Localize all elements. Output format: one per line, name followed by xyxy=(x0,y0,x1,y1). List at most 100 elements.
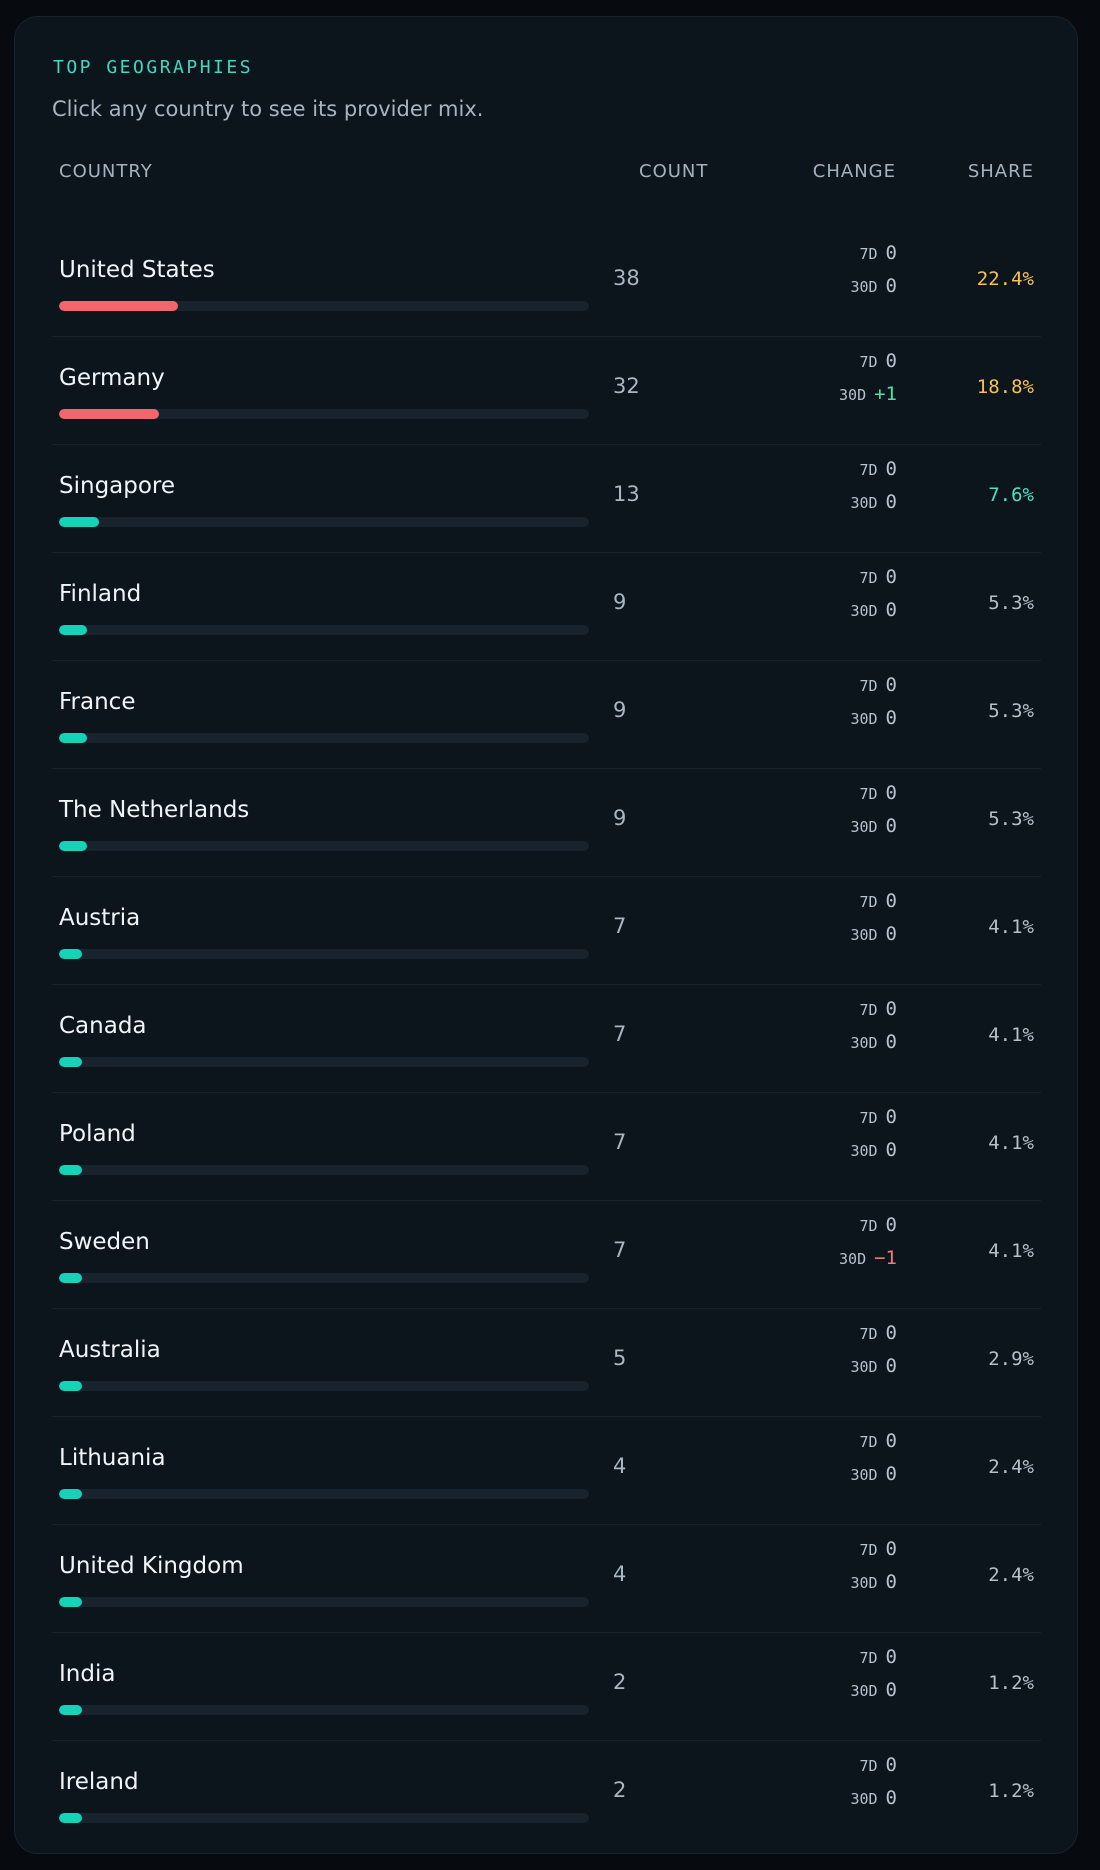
share-bar-fill xyxy=(59,1597,83,1607)
change-7d-label: 7D xyxy=(859,893,878,911)
change-7d-value: 0 xyxy=(885,1214,897,1236)
change-7d-label: 7D xyxy=(859,1217,878,1235)
share-bar-track xyxy=(59,1165,589,1175)
share-bar-fill xyxy=(59,301,178,311)
change-30d: 30D 0 xyxy=(850,1675,897,1705)
change-7d-value: 0 xyxy=(885,1646,897,1668)
country-share: 4.1% xyxy=(988,916,1034,938)
country-row[interactable]: United Kingdom 4 7D 0 30D 0 2.4% xyxy=(52,1525,1041,1633)
share-bar-fill xyxy=(59,517,100,527)
country-share: 2.4% xyxy=(988,1564,1034,1586)
country-share: 5.3% xyxy=(988,700,1034,722)
share-bar-fill xyxy=(59,1489,83,1499)
change-7d: 7D 0 xyxy=(859,1210,897,1240)
change-7d-label: 7D xyxy=(859,461,878,479)
change-30d: 30D 0 xyxy=(850,1351,897,1381)
change-30d-value: 0 xyxy=(885,275,897,297)
share-bar-track xyxy=(59,301,589,311)
country-row[interactable]: Sweden 7 7D 0 30D −1 4.1% xyxy=(52,1201,1041,1309)
country-count: 7 xyxy=(613,1022,627,1046)
country-row[interactable]: Australia 5 7D 0 30D 0 2.9% xyxy=(52,1309,1041,1417)
country-row[interactable]: Poland 7 7D 0 30D 0 4.1% xyxy=(52,1093,1041,1201)
change-7d-value: 0 xyxy=(885,242,897,264)
change-30d: 30D 0 xyxy=(850,1459,897,1489)
country-row[interactable]: Singapore 13 7D 0 30D 0 7.6% xyxy=(52,445,1041,553)
column-header-count: COUNT xyxy=(639,161,709,182)
column-header-share: SHARE xyxy=(967,161,1034,182)
country-row[interactable]: Austria 7 7D 0 30D 0 4.1% xyxy=(52,877,1041,985)
change-7d: 7D 0 xyxy=(859,346,897,376)
change-30d-label: 30D xyxy=(839,1250,867,1268)
change-30d-value: 0 xyxy=(885,1463,897,1485)
change-7d-label: 7D xyxy=(859,1433,878,1451)
change-7d-label: 7D xyxy=(859,1757,878,1775)
change-30d: 30D 0 xyxy=(850,1567,897,1597)
change-30d-label: 30D xyxy=(850,1142,878,1160)
change-7d-label: 7D xyxy=(859,785,878,803)
country-count: 2 xyxy=(613,1670,627,1694)
share-bar-track xyxy=(59,517,589,527)
change-7d-label: 7D xyxy=(859,569,878,587)
change-30d-value: 0 xyxy=(885,1571,897,1593)
share-bar-fill xyxy=(59,625,88,635)
change-30d-value: 0 xyxy=(885,1679,897,1701)
card-subtitle: Click any country to see its provider mi… xyxy=(52,97,484,121)
share-bar-track xyxy=(59,409,589,419)
change-30d: 30D 0 xyxy=(850,271,897,301)
change-7d-label: 7D xyxy=(859,1325,878,1343)
country-name: Poland xyxy=(59,1121,136,1147)
country-row[interactable]: Germany 32 7D 0 30D +1 18.8% xyxy=(52,337,1041,445)
change-30d-label: 30D xyxy=(850,1682,878,1700)
country-count: 7 xyxy=(613,1238,627,1262)
change-30d-label: 30D xyxy=(850,1790,878,1808)
country-name: United Kingdom xyxy=(59,1553,244,1579)
change-30d-value: 0 xyxy=(885,1787,897,1809)
country-count: 13 xyxy=(613,482,640,506)
share-bar-track xyxy=(59,1489,589,1499)
country-count: 32 xyxy=(613,374,640,398)
change-30d: 30D 0 xyxy=(850,595,897,625)
change-7d-value: 0 xyxy=(885,458,897,480)
change-7d-value: 0 xyxy=(885,1322,897,1344)
country-row[interactable]: Lithuania 4 7D 0 30D 0 2.4% xyxy=(52,1417,1041,1525)
change-7d: 7D 0 xyxy=(859,454,897,484)
share-bar-fill xyxy=(59,1273,83,1283)
country-name: India xyxy=(59,1661,116,1687)
country-name: The Netherlands xyxy=(59,797,250,823)
change-30d-label: 30D xyxy=(839,386,867,404)
share-bar-track xyxy=(59,841,589,851)
country-share: 5.3% xyxy=(988,592,1034,614)
change-7d: 7D 0 xyxy=(859,1318,897,1348)
share-bar-fill xyxy=(59,1057,83,1067)
change-7d-value: 0 xyxy=(885,1538,897,1560)
country-row[interactable]: France 9 7D 0 30D 0 5.3% xyxy=(52,661,1041,769)
column-header-change: CHANGE xyxy=(812,161,896,182)
country-count: 5 xyxy=(613,1346,627,1370)
country-name: Germany xyxy=(59,365,165,391)
country-name: Ireland xyxy=(59,1769,139,1795)
country-share: 22.4% xyxy=(976,268,1034,290)
change-7d: 7D 0 xyxy=(859,1750,897,1780)
change-7d: 7D 0 xyxy=(859,886,897,916)
country-row[interactable]: The Netherlands 9 7D 0 30D 0 5.3% xyxy=(52,769,1041,877)
country-row[interactable]: Finland 9 7D 0 30D 0 5.3% xyxy=(52,553,1041,661)
share-bar-fill xyxy=(59,1813,83,1823)
country-share: 4.1% xyxy=(988,1132,1034,1154)
country-share: 5.3% xyxy=(988,808,1034,830)
country-name: Sweden xyxy=(59,1229,150,1255)
change-7d-label: 7D xyxy=(859,1649,878,1667)
country-row[interactable]: Ireland 2 7D 0 30D 0 1.2% xyxy=(52,1741,1041,1848)
change-7d-value: 0 xyxy=(885,1430,897,1452)
country-row[interactable]: United States 38 7D 0 30D 0 22.4% xyxy=(52,229,1041,337)
share-bar-track xyxy=(59,1273,589,1283)
country-row[interactable]: India 2 7D 0 30D 0 1.2% xyxy=(52,1633,1041,1741)
change-30d-value: 0 xyxy=(885,815,897,837)
change-30d: 30D 0 xyxy=(850,1027,897,1057)
country-row[interactable]: Canada 7 7D 0 30D 0 4.1% xyxy=(52,985,1041,1093)
change-30d-value: 0 xyxy=(885,707,897,729)
change-7d: 7D 0 xyxy=(859,1534,897,1564)
change-7d: 7D 0 xyxy=(859,1642,897,1672)
share-bar-fill xyxy=(59,1165,83,1175)
change-30d-label: 30D xyxy=(850,278,878,296)
change-7d-value: 0 xyxy=(885,890,897,912)
